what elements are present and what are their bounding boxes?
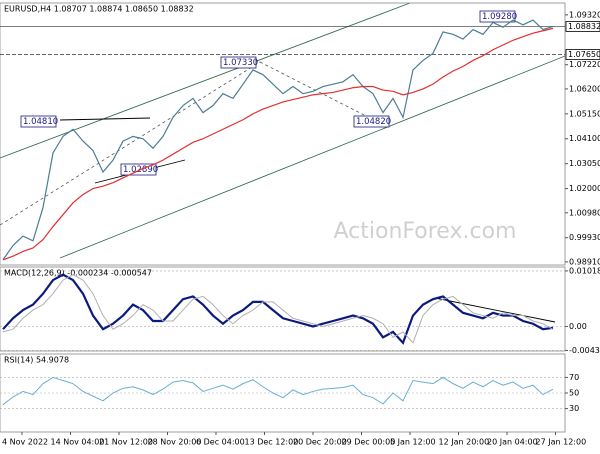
- panel-frame: [0, 266, 566, 352]
- series-line: [2, 376, 554, 406]
- annotation-box: [353, 115, 390, 128]
- annotation-box: [220, 56, 257, 69]
- y-tick-label: 0.010184: [569, 266, 600, 275]
- y-tick-label: 1.09320: [569, 10, 600, 19]
- watermark: ActionForex.com: [334, 219, 517, 244]
- price-label-box: [565, 49, 600, 60]
- x-tick-label: 27 Jan 12:00: [536, 438, 587, 447]
- y-tick-label: 1.06200: [569, 84, 600, 93]
- x-tick-label: 28 Nov 20:00: [148, 438, 202, 447]
- y-tick-label: 1.04100: [569, 134, 600, 143]
- x-tick-label: 20 Jan 04:00: [487, 438, 538, 447]
- annotation: 1.04820: [356, 117, 391, 127]
- x-tick-label: 12 Jan 20:00: [439, 438, 490, 447]
- y-tick-label: 30: [569, 404, 579, 413]
- series-line: [2, 274, 554, 344]
- price-label: 1.07650: [568, 50, 600, 59]
- y-tick-label: 70: [569, 373, 579, 382]
- y-tick-label: 0.98910: [569, 257, 600, 266]
- x-tick-label: 29 Dec 00:00: [342, 438, 396, 447]
- x-tick-label: 20 Dec 20:00: [293, 438, 347, 447]
- series-line: [2, 19, 554, 261]
- annotation-box: [20, 115, 57, 128]
- panel-frame: [0, 2, 566, 266]
- annotation: 1.04810: [23, 117, 58, 127]
- price-label: 1.08832: [568, 22, 600, 31]
- annotation: 1.07330: [223, 58, 258, 68]
- annotation-box: [479, 10, 516, 23]
- panel-title: MACD(12,26,9) -0.000234 -0.000547: [4, 269, 152, 278]
- panel-title: RSI(14) 54.9078: [4, 356, 69, 365]
- y-tick-label: 0.00: [569, 322, 587, 331]
- y-tick-label: 50: [569, 389, 579, 398]
- series-line: [2, 27, 554, 261]
- y-tick-label: 1.07220: [569, 60, 600, 69]
- y-tick-label: -0.004396: [569, 346, 600, 355]
- series-line: [2, 273, 554, 345]
- x-tick-label: 21 Nov 12:00: [99, 438, 153, 447]
- panel-title: EURUSD,H4 1.08707 1.08874 1.08650 1.0883…: [4, 5, 194, 14]
- y-tick-label: 1.05150: [569, 109, 600, 118]
- y-tick-label: 1.02000: [569, 184, 600, 193]
- x-tick-label: 13 Dec 12:00: [245, 438, 299, 447]
- x-tick-label: 4 Nov 2022: [2, 438, 48, 447]
- annotation: 1.09280: [482, 12, 517, 22]
- y-tick-label: 0.99930: [569, 233, 600, 242]
- x-tick-label: 6 Dec 04:00: [196, 438, 245, 447]
- price-label-box: [565, 21, 600, 32]
- y-tick-label: 1.03050: [569, 159, 600, 168]
- x-tick-label: 14 Nov 04:00: [51, 438, 105, 447]
- annotation-box: [120, 163, 157, 176]
- y-tick-label: 1.00980: [569, 208, 600, 217]
- x-tick-label: 5 Jan 12:00: [390, 438, 436, 447]
